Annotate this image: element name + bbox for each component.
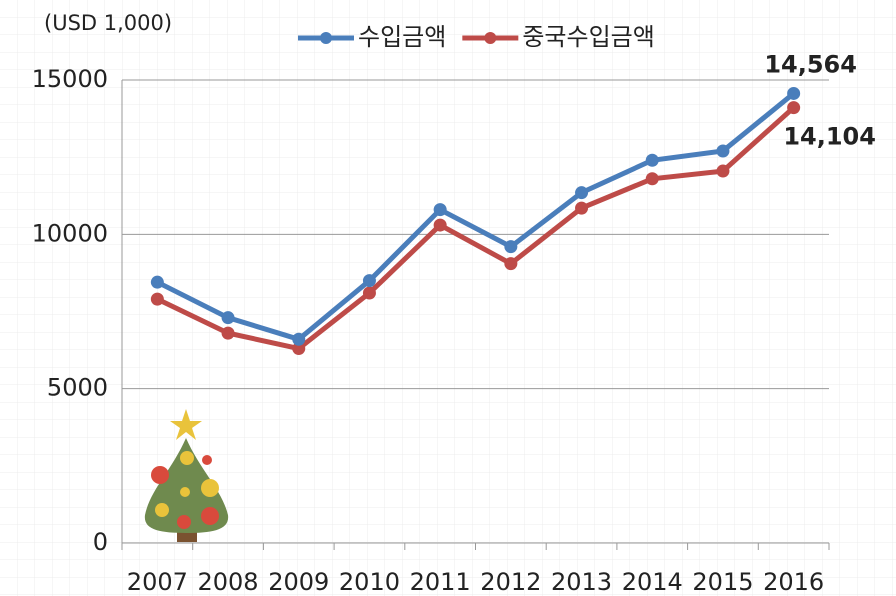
point <box>716 165 729 178</box>
point <box>787 87 800 100</box>
point <box>575 202 588 215</box>
point <box>222 327 235 340</box>
x-tick-label: 2016 <box>763 568 824 596</box>
point <box>151 293 164 306</box>
point <box>504 257 517 270</box>
y-tick-label: 10000 <box>32 219 108 247</box>
legend-label: 수입금액 <box>358 23 446 51</box>
legend-marker <box>484 32 496 44</box>
point <box>646 172 659 185</box>
point <box>363 274 376 287</box>
x-tick-label: 2015 <box>692 568 753 596</box>
point <box>222 311 235 324</box>
point <box>363 286 376 299</box>
point <box>646 154 659 167</box>
x-tick-label: 2012 <box>480 568 541 596</box>
x-tick-label: 2008 <box>198 568 259 596</box>
x-tick-label: 2007 <box>127 568 188 596</box>
x-tick-label: 2011 <box>410 568 471 596</box>
point <box>151 276 164 289</box>
x-tick-label: 2010 <box>339 568 400 596</box>
point <box>434 203 447 216</box>
point <box>787 101 800 114</box>
x-tick-label: 2014 <box>622 568 683 596</box>
background-grid <box>0 0 896 596</box>
data-label: 14,104 <box>783 123 876 151</box>
point <box>434 219 447 232</box>
point <box>575 186 588 199</box>
data-label: 14,564 <box>764 50 857 78</box>
y-tick-label: 15000 <box>32 65 108 93</box>
point <box>716 144 729 157</box>
point <box>504 240 517 253</box>
unit-label: (USD 1,000) <box>44 11 172 35</box>
x-tick-label: 2013 <box>551 568 612 596</box>
y-tick-label: 0 <box>93 528 108 556</box>
legend-label: 중국수입금액 <box>522 23 654 51</box>
point <box>292 333 305 346</box>
x-tick-label: 2009 <box>268 568 329 596</box>
legend-marker <box>320 32 332 44</box>
chart: (USD 1,000) 0 5000 10000 15000 2007 2008 2009 2… <box>0 0 896 596</box>
y-tick-label: 5000 <box>47 374 108 402</box>
